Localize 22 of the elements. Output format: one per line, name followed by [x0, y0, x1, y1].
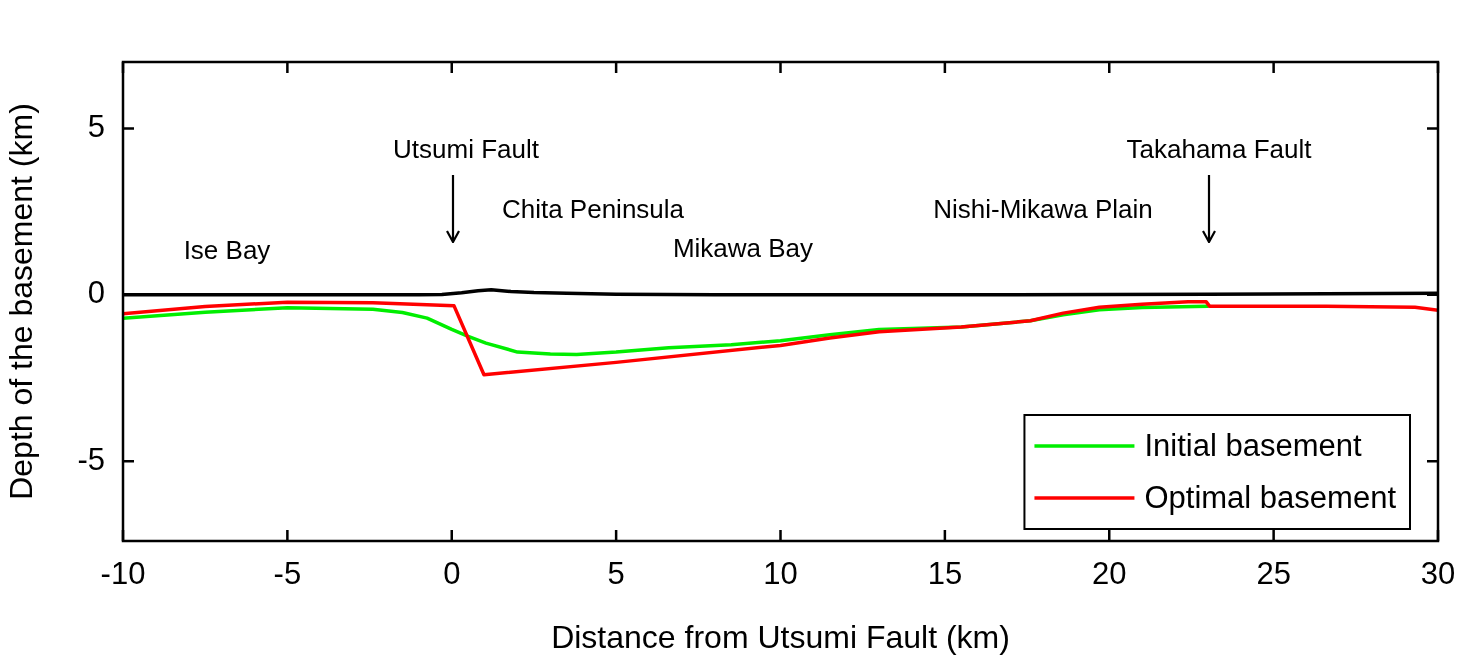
x-tick-label: -10 [100, 556, 146, 592]
annotation: Utsumi Fault [393, 134, 540, 165]
x-tick-label: 15 [927, 556, 963, 592]
x-axis-title: Distance from Utsumi Fault (km) [551, 618, 1010, 655]
annotation: Ise Bay [183, 235, 271, 266]
x-tick-label: 20 [1092, 556, 1127, 592]
legend-label: Initial basement [1144, 427, 1362, 463]
y-axis-title: Depth of the basement (km) [3, 103, 40, 500]
annotation: Nishi-Mikawa Plain [933, 194, 1153, 225]
x-tick-label: 30 [1420, 556, 1456, 592]
legend-label: Optimal basement [1144, 479, 1397, 515]
y-tick-label: 5 [87, 109, 105, 145]
y-tick-label: 0 [87, 275, 105, 311]
y-tick-label: -5 [77, 441, 105, 477]
annotation: Takahama Fault [1126, 134, 1313, 165]
x-tick-label: 25 [1256, 556, 1291, 592]
x-tick-label: 5 [607, 556, 625, 592]
annotation: Chita Peninsula [501, 194, 685, 225]
annotation: Mikawa Bay [672, 233, 814, 264]
x-tick-label: 10 [763, 556, 798, 592]
x-tick-label: -5 [273, 556, 302, 592]
x-tick-label: 0 [443, 556, 461, 592]
